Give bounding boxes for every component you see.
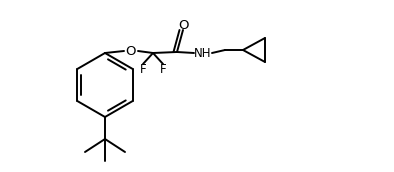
Text: O: O bbox=[126, 45, 136, 57]
Text: F: F bbox=[160, 62, 166, 76]
Text: O: O bbox=[179, 19, 189, 31]
Text: NH: NH bbox=[194, 46, 212, 60]
Text: F: F bbox=[140, 62, 146, 76]
